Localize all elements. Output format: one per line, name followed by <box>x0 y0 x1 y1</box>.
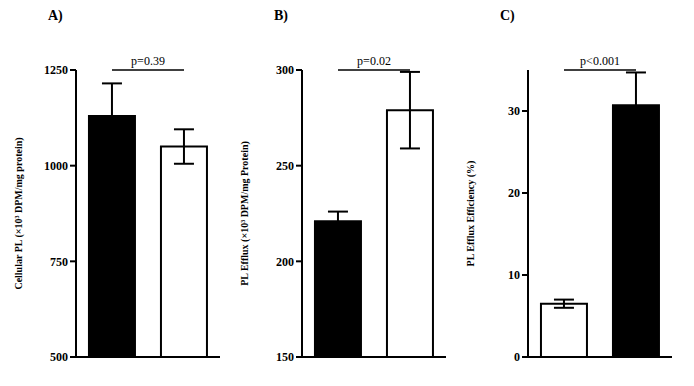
svg-text:250: 250 <box>276 159 294 173</box>
svg-text:200: 200 <box>276 255 294 269</box>
svg-text:150: 150 <box>276 350 294 364</box>
svg-text:p<0.001: p<0.001 <box>580 54 620 68</box>
svg-text:20: 20 <box>508 186 520 200</box>
svg-text:Cellular PL (×10³ DPM/mg prote: Cellular PL (×10³ DPM/mg protein) <box>13 137 25 289</box>
svg-text:1000: 1000 <box>44 159 68 173</box>
svg-text:300: 300 <box>276 63 294 77</box>
svg-text:p=0.39: p=0.39 <box>131 54 165 68</box>
svg-text:p=0.02: p=0.02 <box>357 54 391 68</box>
svg-text:500: 500 <box>50 350 68 364</box>
svg-text:PL Efflux Efficiency (%): PL Efflux Efficiency (%) <box>465 161 477 267</box>
svg-text:30: 30 <box>508 104 520 118</box>
svg-text:PL Efflux (×10³ DPM/mg Protein: PL Efflux (×10³ DPM/mg Protein) <box>239 141 251 286</box>
svg-text:0: 0 <box>514 350 520 364</box>
html-text:A): A) <box>48 8 63 23</box>
svg-text:10: 10 <box>508 268 520 282</box>
html-text:C): C) <box>500 8 515 23</box>
html-text:B): B) <box>274 8 288 23</box>
svg-text:750: 750 <box>50 255 68 269</box>
svg-text:1250: 1250 <box>44 63 68 77</box>
